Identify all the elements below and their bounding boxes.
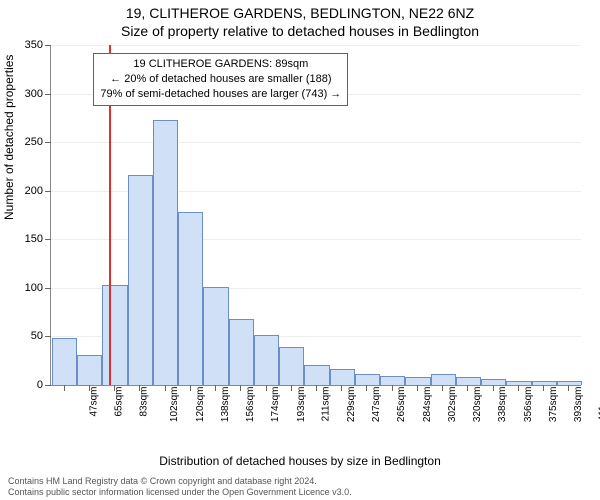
annotation-line3: 79% of semi-detached houses are larger (… xyxy=(100,87,341,102)
histogram-bar xyxy=(203,287,228,385)
x-tick-label: 174sqm xyxy=(270,387,281,423)
y-tick-label: 250 xyxy=(25,136,43,148)
histogram-bar xyxy=(481,379,506,385)
x-tick xyxy=(366,385,367,391)
histogram-bar xyxy=(102,285,127,385)
x-tick-label: 138sqm xyxy=(220,387,231,423)
x-tick xyxy=(165,385,166,391)
x-tick xyxy=(139,385,140,391)
histogram-bar xyxy=(557,381,582,385)
x-tick xyxy=(442,385,443,391)
x-tick-label: 356sqm xyxy=(523,387,534,423)
x-tick xyxy=(89,385,90,391)
x-tick-label: 102sqm xyxy=(169,387,180,423)
x-tick xyxy=(64,385,65,391)
x-tick xyxy=(240,385,241,391)
histogram-bar xyxy=(431,374,456,385)
histogram-bar xyxy=(254,335,279,385)
annotation-line1: 19 CLITHEROE GARDENS: 89sqm xyxy=(100,57,341,72)
x-tick-label: 65sqm xyxy=(113,387,124,417)
x-tick xyxy=(543,385,544,391)
x-tick-label: 284sqm xyxy=(422,387,433,423)
x-tick-label: 47sqm xyxy=(88,387,99,417)
x-tick-label: 156sqm xyxy=(245,387,256,423)
y-tick-label: 150 xyxy=(25,233,43,245)
y-tick-label: 0 xyxy=(37,379,43,391)
histogram-bar xyxy=(380,376,405,385)
footer-line1: Contains HM Land Registry data © Crown c… xyxy=(8,476,592,487)
histogram-bar xyxy=(279,347,304,385)
x-tick xyxy=(190,385,191,391)
x-tick xyxy=(215,385,216,391)
x-tick-label: 320sqm xyxy=(472,387,483,423)
y-tick-label: 300 xyxy=(25,88,43,100)
histogram-bar xyxy=(456,377,481,385)
annotation-line2: ← 20% of detached houses are smaller (18… xyxy=(100,72,341,87)
y-tick-label: 350 xyxy=(25,39,43,51)
x-tick-label: 83sqm xyxy=(139,387,150,417)
x-tick xyxy=(341,385,342,391)
x-tick-label: 211sqm xyxy=(320,387,331,422)
x-tick xyxy=(417,385,418,391)
histogram-bar xyxy=(229,319,254,385)
footer-attribution: Contains HM Land Registry data © Crown c… xyxy=(8,476,592,499)
histogram-bar xyxy=(405,377,430,385)
histogram-bar xyxy=(355,374,380,385)
histogram-bar xyxy=(506,381,531,385)
footer-line2: Contains public sector information licen… xyxy=(8,487,592,498)
x-tick-label: 338sqm xyxy=(498,387,509,423)
x-tick xyxy=(114,385,115,391)
chart-title-line1: 19, CLITHEROE GARDENS, BEDLINGTON, NE22 … xyxy=(0,5,600,21)
x-tick xyxy=(467,385,468,391)
plot-area: 05010015020025030035047sqm65sqm83sqm102s… xyxy=(50,45,581,386)
x-tick xyxy=(493,385,494,391)
y-axis-label: Number of detached properties xyxy=(2,55,16,220)
x-tick-label: 302sqm xyxy=(447,387,458,423)
x-tick xyxy=(518,385,519,391)
y-tick-label: 50 xyxy=(31,330,43,342)
histogram-bar xyxy=(52,338,77,385)
x-tick-label: 393sqm xyxy=(573,387,584,423)
histogram-bar xyxy=(330,369,355,385)
y-tick-label: 100 xyxy=(25,282,43,294)
y-tick xyxy=(45,385,51,386)
chart-container: 19, CLITHEROE GARDENS, BEDLINGTON, NE22 … xyxy=(0,0,600,500)
x-tick xyxy=(316,385,317,391)
x-tick-label: 229sqm xyxy=(346,387,357,423)
histogram-bar xyxy=(128,175,153,385)
x-tick-label: 375sqm xyxy=(548,387,559,423)
x-tick-label: 265sqm xyxy=(397,387,408,423)
x-tick xyxy=(568,385,569,391)
histogram-bar xyxy=(532,381,557,385)
x-axis-label: Distribution of detached houses by size … xyxy=(0,454,600,468)
x-tick-label: 120sqm xyxy=(195,387,206,423)
x-tick-label: 247sqm xyxy=(371,387,382,423)
x-tick xyxy=(392,385,393,391)
chart-title-line2: Size of property relative to detached ho… xyxy=(0,23,600,39)
histogram-bar xyxy=(77,355,102,385)
histogram-bar xyxy=(153,120,178,385)
x-tick xyxy=(291,385,292,391)
histogram-bar xyxy=(304,365,329,385)
x-tick-label: 193sqm xyxy=(296,387,307,423)
histogram-bar xyxy=(178,212,203,385)
x-tick xyxy=(266,385,267,391)
annotation-box: 19 CLITHEROE GARDENS: 89sqm← 20% of deta… xyxy=(93,53,348,106)
y-tick-label: 200 xyxy=(25,185,43,197)
